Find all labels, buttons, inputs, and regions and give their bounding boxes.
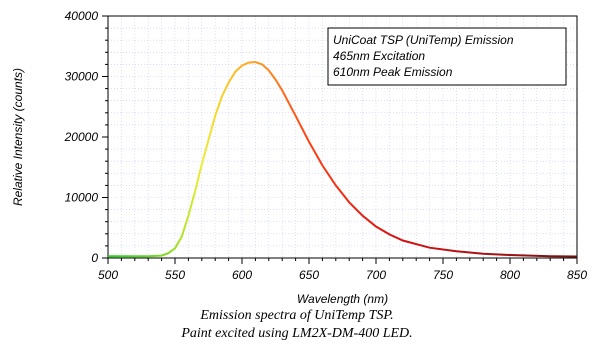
y-tick-label: 0 — [91, 251, 98, 265]
legend-line-3: 610nm Peak Emission — [333, 65, 453, 79]
axis-ticks: 500 550 600 650 700 750 800 850 0 10000 20000 30000… — [64, 9, 588, 282]
x-tick-label: 500 — [98, 268, 118, 282]
x-tick-label: 700 — [366, 268, 386, 282]
y-tick-label: 30000 — [65, 70, 99, 84]
x-tick-label: 850 — [567, 268, 587, 282]
y-tick-label: 20000 — [64, 130, 99, 144]
x-tick-label: 650 — [299, 268, 319, 282]
y-tick-label: 40000 — [65, 9, 99, 23]
x-tick-label: 750 — [433, 268, 453, 282]
caption-line-1: Emission spectra of UniTemp TSP. — [200, 308, 394, 323]
caption-line-2: Paint excited using LM2X-DM-400 LED. — [181, 326, 413, 341]
y-tick-label: 10000 — [65, 191, 99, 205]
legend-line-1: UniCoat TSP (UniTemp) Emission — [333, 33, 514, 47]
x-tick-label: 600 — [232, 268, 252, 282]
x-axis-label: Wavelength (nm) — [297, 292, 388, 306]
x-tick-label: 800 — [500, 268, 520, 282]
legend-line-2: 465nm Excitation — [333, 49, 425, 63]
y-axis-label: Relative Intensity (counts) — [11, 68, 25, 206]
legend-frame — [327, 27, 567, 86]
x-tick-label: 550 — [165, 268, 185, 282]
legend-box: UniCoat TSP (UniTemp) Emission 465nm Exc… — [327, 27, 567, 86]
emission-series-line — [108, 60, 578, 258]
